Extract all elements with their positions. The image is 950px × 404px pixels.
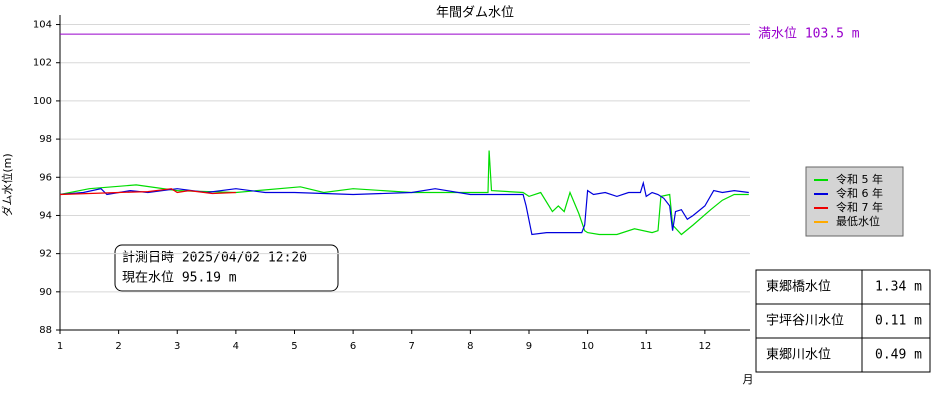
x-tick-label: 11 — [640, 341, 653, 352]
y-tick-label: 90 — [39, 287, 52, 298]
legend-box — [805, 166, 904, 237]
y-tick-label: 104 — [33, 20, 52, 31]
table-value: 1.34 m — [875, 280, 922, 295]
y-tick-label: 100 — [33, 96, 52, 107]
info-level: 現在水位 95.19 m — [122, 271, 237, 286]
legend-label: 令和 5 年 — [836, 172, 883, 186]
series-line — [59, 180, 749, 236]
table-label: 東郷橋水位 — [766, 279, 831, 295]
y-tick-label: 102 — [33, 58, 52, 69]
y-tick-label: 94 — [39, 210, 52, 221]
x-axis-label: 月 — [743, 373, 754, 386]
x-tick-label: 10 — [581, 341, 594, 352]
table-cell — [861, 303, 931, 339]
x-tick-label: 8 — [467, 341, 473, 352]
x-tick-label: 1 — [57, 341, 63, 352]
table-cell — [755, 337, 863, 373]
y-tick-label: 98 — [39, 134, 52, 145]
table-cell — [755, 303, 863, 339]
info-time: 計測日時 2025/04/02 12:20 — [122, 250, 307, 266]
y-tick-label: 96 — [39, 172, 52, 183]
y-tick-label: 92 — [39, 249, 52, 260]
table-cell — [861, 337, 931, 373]
x-tick-label: 9 — [526, 341, 532, 352]
y-axis-label: ダム水位(m) — [0, 153, 14, 216]
chart-title: 年間ダム水位 — [436, 6, 514, 21]
x-tick-label: 4 — [233, 341, 239, 352]
legend-label: 令和 6 年 — [836, 186, 883, 200]
full-level-label: 満水位 103.5 m — [758, 27, 860, 42]
series-line — [59, 188, 236, 196]
x-tick-label: 6 — [350, 341, 356, 352]
legend-label: 最低水位 — [836, 214, 880, 228]
y-tick-label: 88 — [39, 325, 52, 336]
info-box — [114, 244, 339, 292]
table-value: 0.49 m — [875, 348, 922, 363]
table-cell — [861, 269, 931, 305]
table-label: 宇坪谷川水位 — [766, 314, 844, 329]
table-value: 0.11 m — [875, 314, 922, 329]
x-tick-label: 3 — [174, 341, 180, 352]
x-tick-label: 12 — [698, 341, 711, 352]
series-line — [59, 150, 749, 236]
table-label: 東郷川水位 — [766, 347, 831, 363]
legend-label: 令和 7 年 — [836, 200, 883, 214]
x-tick-label: 2 — [115, 341, 121, 352]
x-tick-label: 5 — [291, 341, 297, 352]
x-tick-label: 7 — [409, 341, 415, 352]
